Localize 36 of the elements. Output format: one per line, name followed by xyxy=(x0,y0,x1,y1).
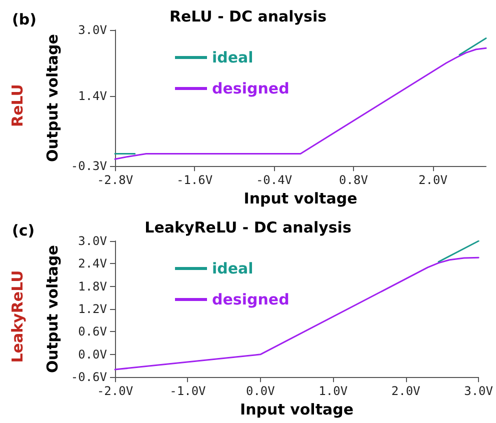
y-tick-label: 0.0V xyxy=(78,347,107,362)
y-tick-label: 1.8V xyxy=(78,279,107,294)
y-tick-label: 2.4V xyxy=(78,256,107,271)
legend-label: designed xyxy=(212,80,290,98)
text: LeakyReLU xyxy=(8,270,26,363)
text: (c) xyxy=(12,222,35,240)
x-tick-label: -2.8V xyxy=(96,173,134,188)
text: ReLU xyxy=(8,84,26,127)
x-tick-label: -1.0V xyxy=(170,384,206,398)
x-tick-label: 0.8V xyxy=(339,173,368,188)
y-tick-label: 3.0V xyxy=(78,234,107,248)
legend-label: ideal xyxy=(212,48,254,66)
x-tick-label: 0.0V xyxy=(246,384,275,398)
x-tick-label: 1.0V xyxy=(318,384,348,398)
x-tick-label: 2.0V xyxy=(418,173,448,188)
x-tick-label: 2.0V xyxy=(391,384,420,398)
y-tick-label: -0.3V xyxy=(70,159,107,174)
y-axis-title: Output voltage xyxy=(43,34,62,162)
y-tick-label: 1.4V xyxy=(78,88,107,103)
legend-label: ideal xyxy=(212,260,254,278)
y-tick-label: 1.2V xyxy=(78,302,107,316)
x-tick-label: -2.0V xyxy=(96,384,134,398)
chart-title: ReLU - DC analysis xyxy=(169,8,327,26)
text: (b) xyxy=(12,10,36,28)
y-tick-label: 0.6V xyxy=(78,324,107,339)
x-axis-title: Input voltage xyxy=(244,190,358,208)
legend-label: designed xyxy=(212,290,290,308)
x-axis-title: Input voltage xyxy=(240,400,354,418)
y-tick-label: -0.6V xyxy=(70,370,107,384)
x-tick-label: -0.4V xyxy=(256,173,292,188)
y-axis-title: Output voltage xyxy=(43,245,62,373)
x-tick-label: 3.0V xyxy=(464,384,494,398)
line-series xyxy=(114,256,480,370)
x-tick-label: -1.6V xyxy=(176,173,213,188)
y-tick-label: 3.0V xyxy=(78,23,107,37)
chart-title: LeakyReLU - DC analysis xyxy=(144,218,352,236)
